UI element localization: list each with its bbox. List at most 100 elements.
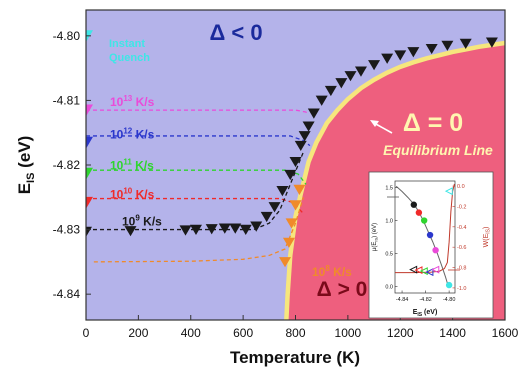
instant-label-line1: Instant <box>109 38 145 50</box>
x-tick-label-5: 1000 <box>335 326 362 340</box>
marker-series-5-point-29 <box>459 38 472 49</box>
inset-open-point-5 <box>444 187 453 196</box>
y-axis-title: EIS (eV) <box>15 136 37 195</box>
region-label-zero: Δ = 0 <box>403 109 463 137</box>
fit-curve-6 <box>93 197 304 263</box>
inset-right-tick-label-3: -0.6 <box>457 245 466 251</box>
rate-label-6: 108 K/s <box>312 264 352 279</box>
equilibrium-arrow-head <box>370 120 379 127</box>
rate-label-2: 1012 K/s <box>110 126 155 141</box>
inset-left-axis-title: μ(EIS) (eV) <box>372 223 379 251</box>
rate-label-2-base: 10 <box>110 127 124 141</box>
instant-label-line2: Quench <box>109 52 150 64</box>
rate-label-3-unit: K/s <box>132 158 154 172</box>
inset-left-tick-label-0: 0.0 <box>385 284 393 290</box>
marker-series-5-point-8 <box>250 221 263 232</box>
marker-series-5-point-20 <box>335 78 348 89</box>
inset-left-axis-title-end: ) (eV) <box>372 223 378 238</box>
rate-label-6-unit: K/s <box>330 265 352 279</box>
rate-label-6-base: 10 <box>312 265 326 279</box>
inset-filled-point-2 <box>420 217 428 224</box>
marker-series-6-point-1 <box>282 237 295 248</box>
marker-series-5-point-26 <box>407 47 420 58</box>
rate-label-3-base: 10 <box>110 158 124 172</box>
marker-series-5-point-6 <box>229 223 242 234</box>
rate-label-3: 1011 K/s <box>110 157 154 172</box>
inset-right-axis-title-sub: IS <box>486 228 492 233</box>
rate-label-5-unit: K/s <box>140 215 162 229</box>
inset-left-tick-label-2: 1.0 <box>385 219 393 225</box>
rate-label-5-base: 10 <box>122 215 136 229</box>
marker-series-5-point-28 <box>441 40 454 51</box>
y-tick-label-3: -4.83 <box>53 223 81 237</box>
inset-right-axis-title-main: W(E <box>483 233 490 247</box>
y-axis-title-sub: IS <box>25 173 37 183</box>
marker-series-5-point-18 <box>315 95 328 106</box>
y-axis-title-unit: (eV) <box>15 136 34 173</box>
marker-series-5-point-24 <box>381 53 394 64</box>
marker-series-5-point-19 <box>324 85 337 97</box>
inset-left-axis-title-sub: IS <box>374 238 379 242</box>
marker-series-5-point-11 <box>276 186 289 197</box>
inset-x-axis-title: EIS (eV) <box>413 309 438 318</box>
marker-series-4-point-0 <box>86 196 93 209</box>
marker-series-5-point-1 <box>124 226 137 237</box>
marker-series-6-point-2 <box>285 218 298 229</box>
inset-left-tick-label-3: 1.5 <box>385 186 393 192</box>
inset-right-tick-label-1: -0.2 <box>457 204 466 210</box>
x-axis-title: Temperature (K) <box>230 348 360 367</box>
marker-series-5-point-14 <box>294 140 307 152</box>
rate-label-5-exponent: 9 <box>135 214 140 223</box>
inset-left-tick-label-1: 0.5 <box>385 251 393 257</box>
inset-frame <box>394 180 456 294</box>
inset-open-point-3 <box>425 268 434 277</box>
x-tick-label-4: 800 <box>285 326 305 340</box>
region-label-equilibrium: Equilibrium Line <box>383 142 493 158</box>
fit-curve-2 <box>86 135 311 147</box>
marker-series-6-point-0 <box>279 257 292 268</box>
marker-series-5-point-17 <box>307 108 320 119</box>
rate-label-1-base: 10 <box>110 95 124 109</box>
marker-series-3-point-0 <box>86 167 93 180</box>
y-tick-label-0: -4.80 <box>53 29 81 43</box>
y-tick-label-2: -4.82 <box>53 158 81 172</box>
marker-series-6-point-4 <box>293 184 306 195</box>
marker-series-6-point-3 <box>289 200 302 211</box>
rate-label-4-exponent: 10 <box>123 186 132 195</box>
inset-plot: -4.84 -4.82 -4.80 0.0 0.5 1.0 1.5 0.0 -0.2 -0.4 -0… <box>368 171 494 319</box>
inset-x-axis-title-unit: (eV) <box>422 309 437 316</box>
inset-right-tick-label-5: -1.0 <box>457 286 466 292</box>
marker-series-5-point-13 <box>289 156 302 168</box>
inset-x-tick-label-2: -4.80 <box>443 297 456 303</box>
x-tick-label-0: 0 <box>83 326 90 340</box>
inset-filled-point-4 <box>432 246 439 254</box>
inset-open-point-4 <box>431 265 440 274</box>
marker-series-2-point-0 <box>86 136 93 149</box>
equilibrium-arrow-shaft <box>373 122 393 134</box>
y-tick-label-4: -4.84 <box>53 287 81 301</box>
region-label-positive: Δ > 0 <box>317 278 368 301</box>
inset-right-tick-label-4: -0.8 <box>457 266 466 272</box>
marker-series-5-point-30 <box>485 37 498 48</box>
rate-label-2-unit: K/s <box>132 127 154 141</box>
marker-series-5-point-4 <box>205 224 218 235</box>
y-tick-label-1: -4.81 <box>53 93 81 107</box>
rate-label-5: 109 K/s <box>122 214 162 229</box>
x-tick-label-2: 400 <box>181 326 201 340</box>
marker-series-5-point-9 <box>260 211 273 223</box>
inset-x-tick-label-1: -4.82 <box>419 297 432 303</box>
marker-series-5-point-21 <box>344 71 357 82</box>
inset-filled-point-1 <box>415 209 423 216</box>
inset-x-axis-title-sub: IS <box>417 312 422 318</box>
rate-label-2-exponent: 12 <box>123 126 132 135</box>
rate-label-4-base: 10 <box>110 187 124 201</box>
x-tick-label-1: 200 <box>128 326 148 340</box>
marker-series-5-point-15 <box>298 131 311 142</box>
marker-series-5-point-25 <box>394 50 407 61</box>
inset-filled-point-5 <box>445 281 453 289</box>
inset-right-tick-label-0: 0.0 <box>457 184 465 190</box>
rate-label-6-exponent: 8 <box>325 264 330 273</box>
marker-series-1-point-0 <box>86 104 93 117</box>
rate-label-4: 1010 K/s <box>110 186 155 201</box>
